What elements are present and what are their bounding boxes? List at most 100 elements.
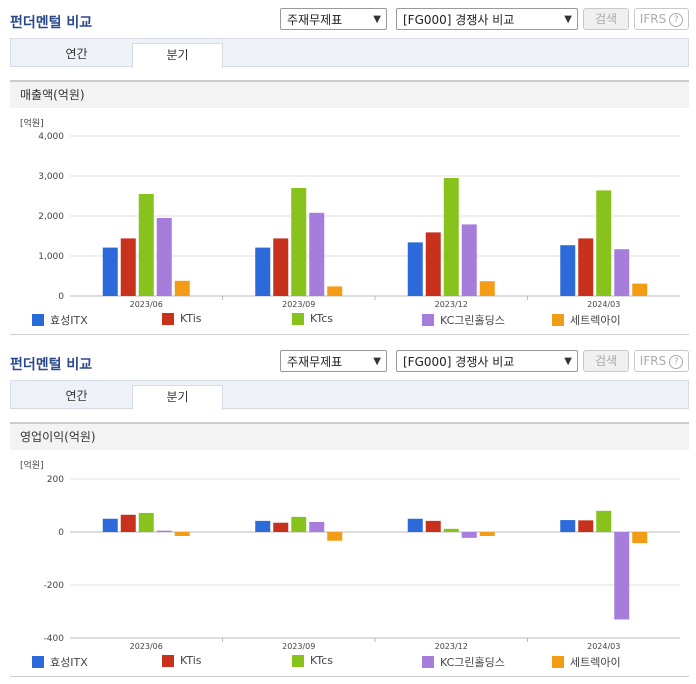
bar-KTcs	[138, 194, 154, 296]
legend-swatch	[552, 656, 564, 668]
legend-label: 효성ITX	[50, 314, 88, 327]
bar-KTis	[578, 520, 594, 532]
bar-세트렉아이	[327, 286, 343, 296]
section-title: 영업이익(억원)	[10, 422, 689, 450]
y-tick-label: 4,000	[38, 132, 64, 142]
legend-label: 효성ITX	[50, 656, 88, 669]
tab-annual[interactable]: 연간	[65, 47, 88, 61]
bar-KC그린홀딩스	[614, 532, 630, 620]
legend-item[interactable]: 세트렉아이	[552, 654, 621, 670]
operating-profit-chart: 200 0 -200 -400 2023/06 2023/09 2023/12 2024/03	[44, 475, 680, 651]
search-button[interactable]: 검색	[583, 350, 629, 372]
ifrs-label: IFRS	[639, 12, 667, 26]
bar-효성ITX	[102, 518, 118, 532]
help-icon: ?	[669, 354, 684, 369]
legend-item[interactable]: KC그린홀딩스	[422, 312, 505, 328]
tab-quarterly[interactable]: 분기	[132, 43, 223, 68]
bar-KTis	[425, 232, 441, 296]
legend-item[interactable]: KTcs	[292, 312, 333, 325]
bar-세트렉아이	[174, 532, 190, 536]
tab-annual[interactable]: 연간	[65, 389, 88, 403]
bar-KTis	[120, 238, 136, 296]
x-tick-label: 2024/03	[587, 642, 620, 651]
bar-KC그린홀딩스	[156, 530, 172, 532]
legend-item[interactable]: 효성ITX	[32, 312, 88, 328]
ifrs-button[interactable]: IFRS?	[634, 8, 689, 30]
legend-label: 세트렉아이	[570, 656, 621, 669]
tab-quarterly[interactable]: 분기	[132, 385, 223, 410]
x-tick-label: 2023/12	[435, 642, 468, 651]
x-tick-label: 2023/12	[435, 300, 468, 309]
bar-효성ITX	[407, 518, 423, 532]
bar-KC그린홀딩스	[309, 521, 325, 532]
divider	[10, 676, 689, 677]
bar-KC그린홀딩스	[461, 532, 477, 538]
chevron-down-icon: ▼	[373, 14, 381, 25]
legend-swatch	[162, 654, 174, 667]
legend-label: KTcs	[310, 654, 333, 667]
legend-swatch	[32, 314, 44, 326]
y-tick-label: 0	[58, 528, 64, 538]
legend-swatch	[552, 314, 564, 326]
legend-item[interactable]: KTis	[162, 312, 202, 325]
fundamental-panel-sales: 펀더멘털 비교 주재무제표 ▼ [FG000] 경쟁사 비교 ▼ 검색 IFRS? …	[10, 8, 689, 335]
y-tick-label: 0	[58, 292, 64, 302]
legend-label: KC그린홀딩스	[440, 656, 505, 669]
report-type-value: 주재무제표	[287, 355, 343, 369]
legend-item[interactable]: 효성ITX	[32, 654, 88, 670]
legend-item[interactable]: 세트렉아이	[552, 312, 621, 328]
legend-item[interactable]: KTcs	[292, 654, 333, 667]
report-type-value: 주재무제표	[287, 13, 343, 27]
y-axis-unit: [억원]	[20, 461, 44, 471]
legend-swatch	[292, 312, 304, 325]
bar-KTcs	[443, 178, 459, 296]
bar-효성ITX	[255, 247, 271, 296]
bar-KTis	[578, 238, 594, 296]
bar-세트렉아이	[632, 283, 648, 296]
x-tick-label: 2023/09	[282, 642, 315, 651]
report-type-select[interactable]: 주재무제표 ▼	[280, 8, 387, 30]
bar-효성ITX	[255, 520, 271, 532]
bar-KTcs	[596, 510, 612, 532]
bar-KTcs	[138, 512, 154, 532]
help-icon: ?	[669, 12, 684, 27]
legend-label: KTis	[180, 312, 202, 325]
bar-세트렉아이	[479, 281, 495, 296]
x-tick-label: 2023/06	[130, 642, 163, 651]
report-type-select[interactable]: 주재무제표 ▼	[280, 350, 387, 372]
sales-chart: 4,000 3,000 2,000 1,000 0 2023/06 2023/09 2023/…	[38, 132, 680, 309]
bar-KTcs	[291, 188, 307, 296]
y-tick-label: -400	[44, 634, 65, 644]
legend-item[interactable]: KC그린홀딩스	[422, 654, 505, 670]
bar-세트렉아이	[174, 280, 190, 296]
legend-label: KTis	[180, 654, 202, 667]
bar-세트렉아이	[327, 532, 343, 541]
y-tick-label: -200	[44, 581, 65, 591]
ifrs-button[interactable]: IFRS?	[634, 350, 689, 372]
search-button[interactable]: 검색	[583, 8, 629, 30]
compare-select[interactable]: [FG000] 경쟁사 비교 ▼	[396, 8, 578, 30]
y-tick-label: 200	[47, 475, 64, 485]
legend-swatch	[32, 656, 44, 668]
bar-KTis	[425, 520, 441, 532]
compare-select[interactable]: [FG000] 경쟁사 비교 ▼	[396, 350, 578, 372]
legend-swatch	[422, 314, 434, 326]
chevron-down-icon: ▼	[564, 356, 572, 367]
bar-효성ITX	[560, 245, 576, 296]
legend-item[interactable]: KTis	[162, 654, 202, 667]
bar-KTcs	[443, 528, 459, 532]
bar-세트렉아이	[479, 532, 495, 536]
chart-legend: 효성ITX KTis KTcs KC그린홀딩스 세트렉아이	[0, 654, 696, 670]
period-tabs: 연간 분기	[10, 380, 689, 410]
x-tick-label: 2023/06	[130, 300, 163, 309]
bar-효성ITX	[407, 242, 423, 296]
y-tick-label: 2,000	[38, 212, 64, 222]
x-tick-label: 2024/03	[587, 300, 620, 309]
ifrs-label: IFRS	[639, 354, 667, 368]
bar-KC그린홀딩스	[614, 249, 630, 296]
legend-swatch	[292, 654, 304, 667]
legend-swatch	[162, 312, 174, 325]
bar-효성ITX	[102, 247, 118, 296]
y-axis-unit: [억원]	[20, 119, 44, 129]
bar-KTis	[120, 514, 136, 532]
